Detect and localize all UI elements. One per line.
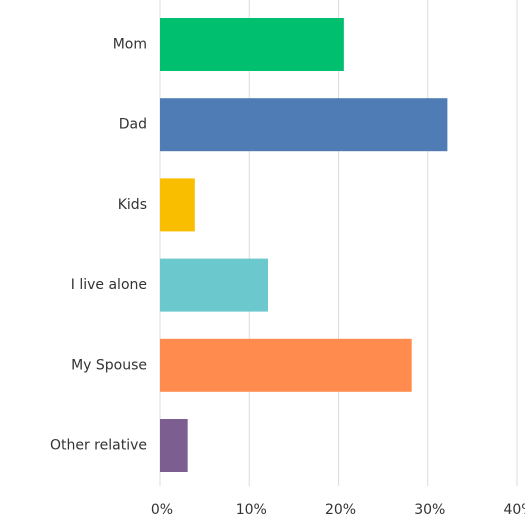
x-tick-label: 0% [151, 502, 173, 518]
bar [160, 178, 195, 232]
x-tick-label: 30% [414, 502, 445, 518]
x-tick-label: 40% [503, 502, 525, 518]
bar [160, 18, 344, 71]
x-tick-label: 20% [325, 502, 356, 518]
bar [160, 338, 412, 392]
bar [160, 419, 188, 472]
y-tick-label: My Spouse [71, 357, 147, 373]
bar [160, 98, 448, 152]
x-tick-label: 10% [236, 502, 267, 518]
y-tick-label: Kids [118, 197, 147, 213]
y-tick-label: Mom [113, 37, 147, 53]
y-tick-label: Dad [119, 117, 147, 133]
y-tick-label: I live alone [71, 277, 147, 293]
bar [160, 258, 268, 312]
y-tick-label: Other relative [50, 438, 147, 454]
